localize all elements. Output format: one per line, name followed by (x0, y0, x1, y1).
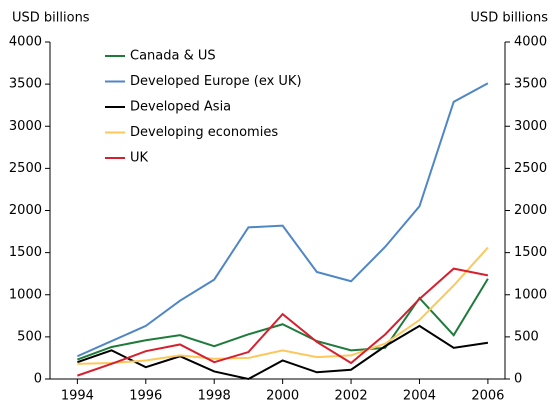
legend-label: UK (130, 151, 149, 166)
legend-label: Canada & US (130, 49, 216, 64)
x-tick-label: 1996 (129, 389, 162, 404)
y2-tick-label: 500 (514, 329, 539, 344)
y-tick-label: 1000 (9, 287, 42, 302)
legend-label: Developing economies (130, 125, 278, 140)
y-tick-label: 1500 (9, 245, 42, 260)
series-line (77, 278, 489, 361)
y-tick-label: 3500 (9, 77, 42, 92)
y2-tick-label: 4000 (514, 35, 547, 50)
series-line (77, 267, 489, 377)
x-tick-label: 2004 (403, 389, 436, 404)
series-line (76, 82, 489, 358)
y-tick-label: 3000 (9, 119, 42, 134)
x-tick-label: 2006 (471, 389, 504, 404)
y2-tick-label: 1000 (514, 287, 547, 302)
y-tick-label: 2500 (9, 161, 42, 176)
series-line (77, 324, 489, 381)
y2-tick-label: 0 (514, 372, 522, 387)
legend-label: Developed Asia (130, 100, 231, 115)
y2-tick-label: 1500 (514, 245, 547, 260)
legend-label: Developed Europe (ex UK) (130, 74, 302, 89)
x-tick-label: 1998 (198, 389, 231, 404)
y-tick-label: 0 (34, 372, 42, 387)
x-tick-label: 2000 (266, 389, 299, 404)
y-axis-title: USD billions (12, 11, 90, 26)
series-line (77, 246, 489, 365)
y-tick-label: 2000 (9, 203, 42, 218)
y2-axis-title: USD billions (470, 11, 548, 26)
y2-tick-label: 3000 (514, 119, 547, 134)
x-tick-label: 1994 (61, 389, 94, 404)
y2-tick-label: 3500 (514, 77, 547, 92)
y2-tick-label: 2000 (514, 203, 547, 218)
y2-tick-label: 2500 (514, 161, 547, 176)
x-tick-label: 2002 (335, 389, 368, 404)
y-tick-label: 4000 (9, 35, 42, 50)
y-tick-label: 500 (17, 329, 42, 344)
